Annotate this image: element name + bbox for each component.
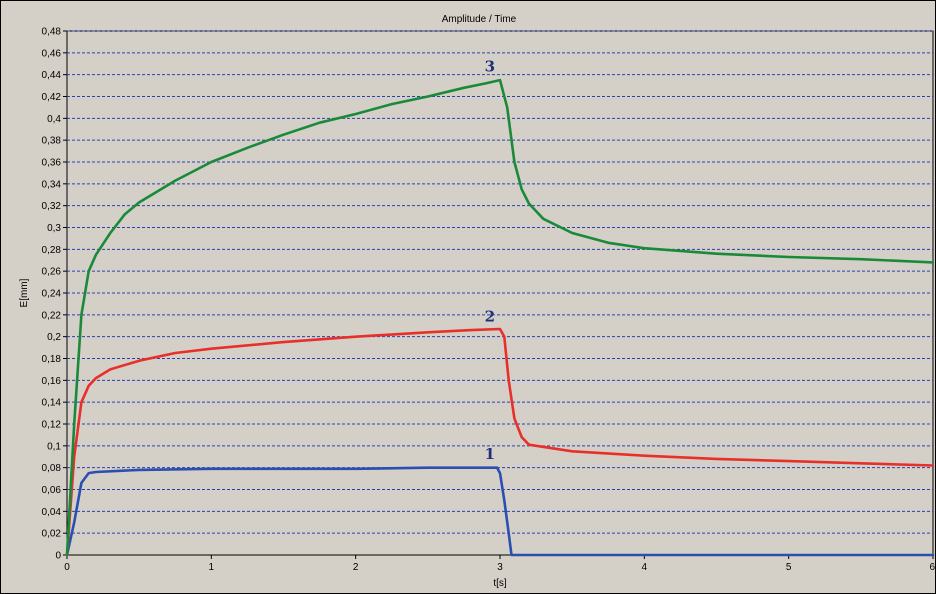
series-line-3 [65, 78, 935, 557]
curve-labels: 1 2 3 [485, 57, 495, 463]
y-tick-label: 0,1 [47, 441, 61, 452]
x-tick-label: 6 [929, 562, 935, 573]
y-axis-ticks: 0 0,02 0,04 0,06 0,08 0,1 0,12 0,14 0,16 0,18 0,2 0… [42, 27, 67, 562]
y-tick-label: 0,22 [42, 310, 62, 321]
series-line-1 [65, 466, 935, 557]
x-tick-label: 4 [642, 562, 648, 573]
grid-lines [67, 30, 933, 534]
y-tick-label: 0,06 [42, 485, 62, 496]
y-tick-label: 0,02 [42, 529, 62, 540]
y-tick-label: 0,18 [42, 354, 62, 365]
y-tick-label: 0,04 [42, 507, 62, 518]
series-line-2 [65, 327, 935, 557]
y-tick-label: 0 [55, 551, 61, 562]
y-tick-label: 0,46 [42, 48, 62, 59]
y-tick-label: 0,08 [42, 463, 62, 474]
x-tick-label: 2 [353, 562, 359, 573]
x-tick-label: 0 [64, 562, 70, 573]
x-tick-label: 5 [786, 562, 792, 573]
series-group [65, 78, 935, 557]
chart-title: Amplitude / Time [442, 14, 517, 25]
y-tick-label: 0,12 [42, 420, 62, 431]
y-tick-label: 0,32 [42, 201, 62, 212]
x-axis-ticks: 0 1 2 3 4 5 6 [64, 555, 935, 573]
y-tick-label: 0,28 [42, 245, 62, 256]
y-tick-label: 0,26 [42, 267, 62, 278]
y-tick-label: 0,2 [47, 332, 61, 343]
y-tick-label: 0,24 [42, 289, 62, 300]
curve-label-2: 2 [485, 307, 495, 325]
y-tick-label: 0,3 [47, 223, 61, 234]
y-axis-label: E[mm] [19, 278, 30, 307]
y-tick-label: 0,16 [42, 376, 62, 387]
y-tick-label: 0,44 [42, 70, 62, 81]
y-tick-label: 0,38 [42, 136, 62, 147]
x-axis-label: t[s] [493, 578, 507, 589]
curve-label-3: 3 [485, 57, 495, 75]
y-tick-label: 0,14 [42, 398, 62, 409]
y-tick-label: 0,4 [47, 114, 61, 125]
y-tick-label: 0,36 [42, 158, 62, 169]
y-tick-label: 0,48 [42, 27, 62, 38]
curve-label-1: 1 [485, 445, 495, 463]
y-tick-label: 0,34 [42, 179, 62, 190]
x-tick-label: 3 [497, 562, 503, 573]
x-tick-label: 1 [209, 562, 215, 573]
y-tick-label: 0,42 [42, 92, 62, 103]
